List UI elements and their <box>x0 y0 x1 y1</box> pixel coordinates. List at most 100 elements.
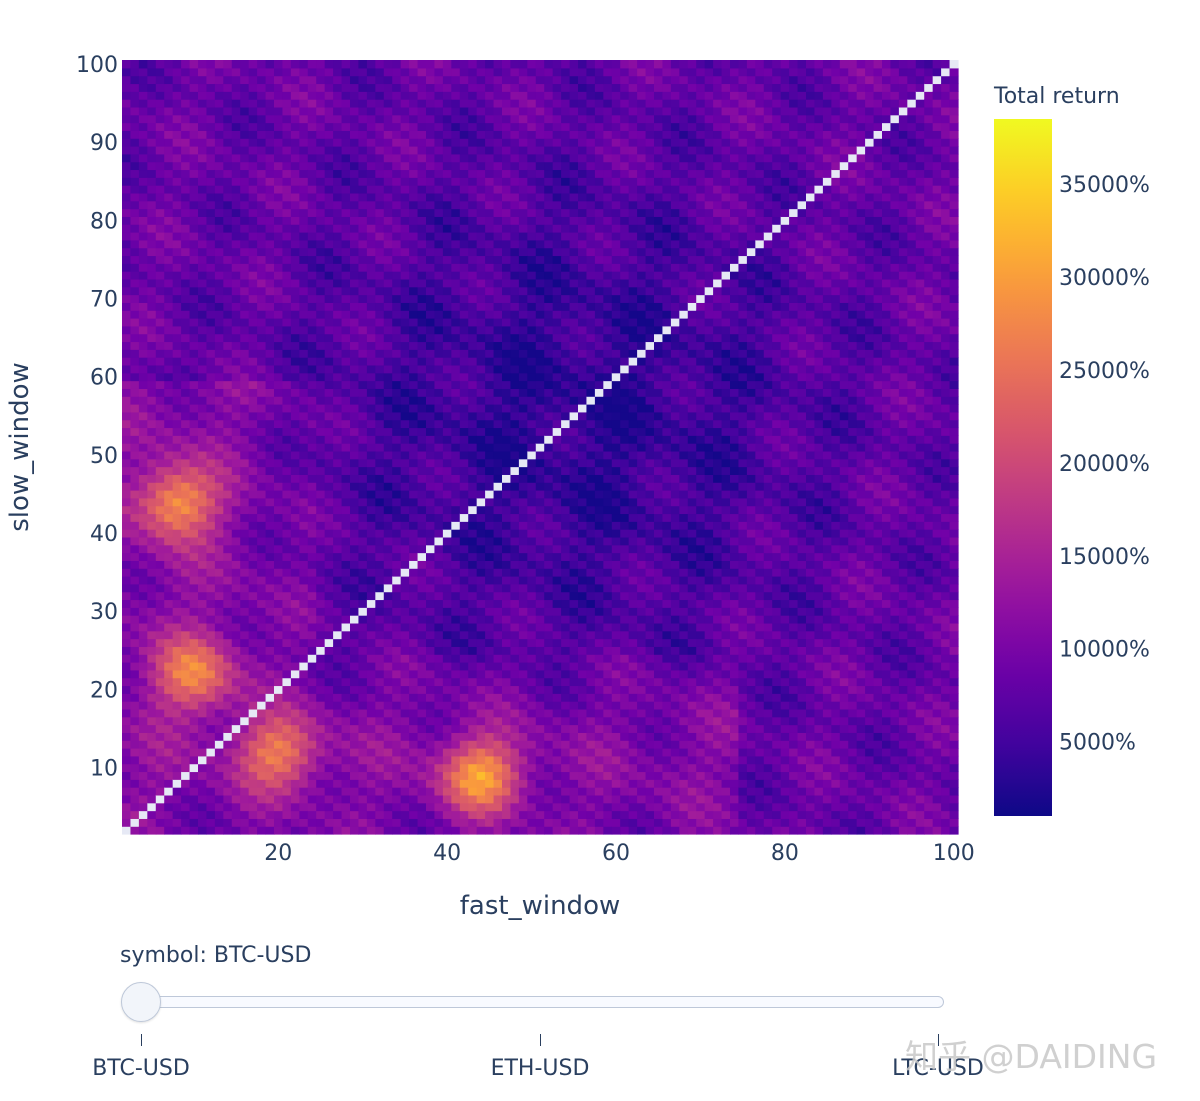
heatmap-cell <box>130 122 140 131</box>
heatmap-cell <box>383 810 393 819</box>
heatmap-cell <box>392 177 402 186</box>
heatmap-cell <box>400 622 410 632</box>
diagonal-cell <box>299 662 309 671</box>
heatmap-cell <box>172 748 182 757</box>
heatmap-cell <box>366 450 376 460</box>
heatmap-cell <box>299 75 309 85</box>
heatmap-cell <box>459 396 469 405</box>
heatmap-cell <box>350 333 360 343</box>
heatmap-cell <box>138 474 148 483</box>
heatmap-cell <box>518 380 528 389</box>
heatmap-cell <box>392 60 402 69</box>
heatmap-cell <box>265 239 275 249</box>
heatmap-cell <box>502 466 512 475</box>
heatmap-cell <box>350 599 360 608</box>
heatmap-cell <box>307 146 317 155</box>
heatmap-cell <box>324 349 334 358</box>
heatmap-cell <box>307 106 317 116</box>
heatmap-cell <box>130 232 140 241</box>
heatmap-cell <box>527 419 537 429</box>
heatmap-cell <box>290 60 300 69</box>
heatmap-cell <box>366 732 376 741</box>
heatmap-cell <box>155 544 165 554</box>
heatmap-cell <box>130 740 140 749</box>
heatmap-cell <box>240 83 250 92</box>
heatmap-cell <box>409 708 419 718</box>
heatmap-cell <box>265 372 275 382</box>
heatmap-cell <box>307 599 317 608</box>
heatmap-cell <box>333 677 343 687</box>
heatmap-cell <box>417 529 427 538</box>
heatmap-cell <box>257 325 267 335</box>
heatmap-cell <box>383 497 393 507</box>
heatmap-cell <box>316 482 326 491</box>
heatmap-cell <box>442 169 452 178</box>
heatmap-cell <box>138 458 148 468</box>
heatmap-cell <box>518 138 528 147</box>
heatmap-cell <box>333 552 343 561</box>
heatmap-cell <box>324 779 334 788</box>
heatmap-cell <box>282 192 292 202</box>
heatmap-cell <box>147 286 157 296</box>
heatmap-cell <box>316 404 326 413</box>
heatmap-cell <box>257 669 267 679</box>
heatmap-cell <box>468 364 478 374</box>
heatmap-cell <box>240 740 250 749</box>
heatmap-cell <box>510 669 520 679</box>
heatmap-cell <box>459 349 469 358</box>
heatmap-cell <box>417 278 427 288</box>
heatmap-cell <box>307 740 317 749</box>
heatmap-cell <box>299 153 309 163</box>
heatmap-cell <box>366 161 376 171</box>
heatmap-cell <box>189 716 199 726</box>
heatmap-cell <box>223 591 233 601</box>
heatmap-cell <box>307 333 317 343</box>
heatmap-cell <box>231 427 241 436</box>
heatmap-cell <box>240 771 250 780</box>
heatmap-cell <box>248 364 258 374</box>
heatmap-cell <box>316 716 326 726</box>
heatmap-cell <box>122 529 132 538</box>
heatmap-cell <box>485 67 495 77</box>
heatmap-cell <box>206 388 216 397</box>
heatmap-cell <box>434 607 444 616</box>
heatmap-cell <box>164 802 174 812</box>
heatmap-cell <box>282 380 292 389</box>
heatmap-cell <box>510 482 520 491</box>
heatmap-cell <box>417 114 427 124</box>
heatmap-cell <box>274 779 284 788</box>
heatmap-cell <box>485 583 495 593</box>
heatmap-cell <box>383 91 393 100</box>
heatmap-cell <box>198 67 208 77</box>
heatmap-cell <box>442 146 452 155</box>
heatmap-cell <box>468 357 478 366</box>
heatmap-cell <box>341 271 351 280</box>
heatmap-cell <box>383 161 393 171</box>
heatmap-cell <box>468 544 478 554</box>
heatmap-cell <box>527 755 537 765</box>
heatmap-cell <box>510 677 520 687</box>
heatmap-cell <box>223 411 233 421</box>
heatmap-cell <box>375 247 385 257</box>
heatmap-cell <box>122 435 132 444</box>
heatmap-cell <box>350 271 360 280</box>
heatmap-cell <box>307 411 317 421</box>
heatmap-cell <box>434 224 444 233</box>
heatmap-cell <box>198 740 208 749</box>
heatmap-cell <box>147 427 157 436</box>
heatmap-cell <box>206 60 216 69</box>
heatmap-cell <box>198 724 208 733</box>
heatmap-cell <box>409 224 419 233</box>
heatmap-cell <box>409 607 419 616</box>
heatmap-cell <box>299 591 309 601</box>
heatmap-cell <box>383 169 393 178</box>
heatmap-cell <box>307 724 317 733</box>
heatmap-cell <box>282 490 292 499</box>
heatmap-cell <box>392 232 402 241</box>
heatmap-cell <box>341 724 351 733</box>
heatmap-cell <box>518 146 528 155</box>
heatmap-cell <box>147 818 157 827</box>
heatmap-cell <box>307 638 317 647</box>
heatmap-cell <box>265 325 275 335</box>
heatmap-cell <box>485 411 495 421</box>
